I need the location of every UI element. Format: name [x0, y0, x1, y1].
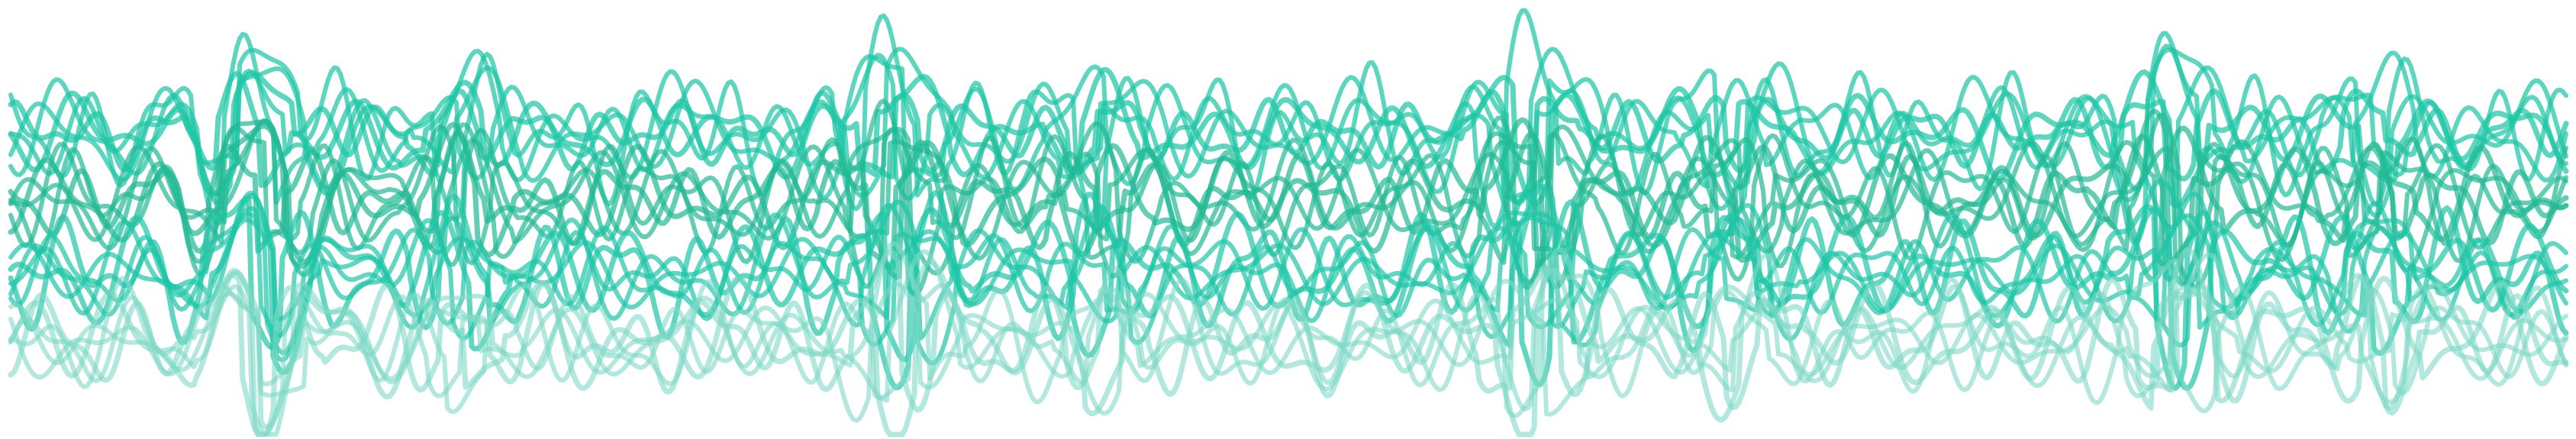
wave-line [8, 247, 2569, 437]
wave-line [8, 118, 2568, 278]
wave-line [8, 282, 2568, 390]
wave-line [8, 67, 2569, 208]
wave-line [8, 266, 2568, 436]
wave-line [8, 191, 2568, 356]
wave-line [8, 249, 2568, 417]
wave-band-4 [8, 240, 2569, 437]
wave-line [8, 98, 2568, 297]
